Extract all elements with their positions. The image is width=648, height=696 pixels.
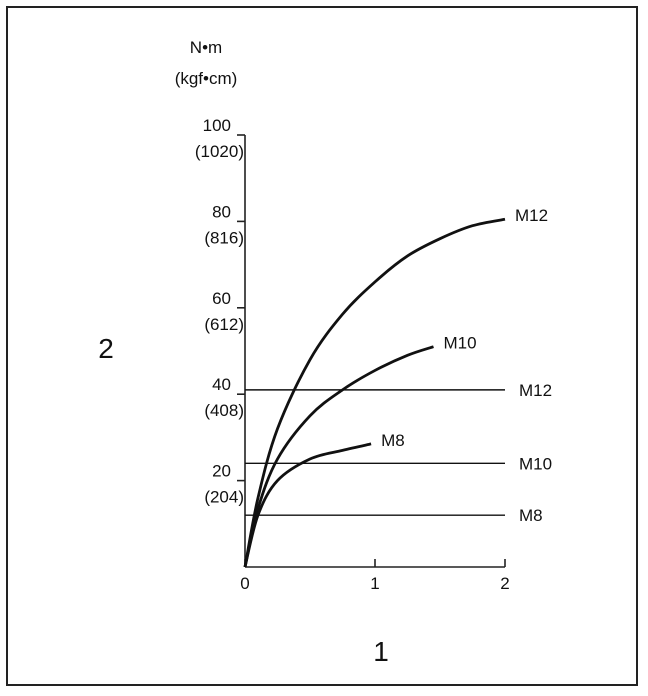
y-tick-label: 100 [203, 116, 231, 135]
x-axis-label: 1 [373, 636, 389, 667]
y-tick-label: 40 [212, 375, 231, 394]
series-label-m12: M12 [515, 206, 548, 225]
y-tick-sublabel: (408) [204, 401, 244, 420]
y-tick-sublabel: (612) [204, 315, 244, 334]
x-tick-label: 0 [240, 574, 249, 593]
series-label-m8: M8 [381, 431, 405, 450]
y-tick-sublabel: (1020) [195, 142, 244, 161]
curve-m10 [243, 345, 434, 568]
x-tick-label: 2 [500, 574, 509, 593]
y-tick-sublabel: (204) [204, 488, 244, 507]
axes [237, 134, 506, 568]
figure-frame: N•m (kgf•cm) 2 1 20 (204) 40 (408) 60 (612) 80… [6, 6, 638, 686]
y-tick-label: 20 [212, 462, 231, 481]
y-tick-sublabel: (816) [204, 228, 244, 247]
series-label-m10: M10 [519, 454, 552, 473]
series-label-m12: M12 [519, 381, 552, 400]
series-layer [243, 217, 506, 568]
curve-m12 [243, 217, 506, 568]
y-axis-label: 2 [98, 333, 114, 364]
series-label-m8: M8 [519, 506, 543, 525]
series-label-m10: M10 [444, 334, 477, 353]
x-tick-label: 1 [370, 574, 379, 593]
y-tick-label: 80 [212, 202, 231, 221]
labels-layer: N•m (kgf•cm) 2 1 20(204)40(408)60(612)80… [98, 38, 552, 667]
y-unit-secondary: (kgf•cm) [175, 69, 238, 88]
y-unit-primary: N•m [190, 38, 222, 57]
chart: N•m (kgf•cm) 2 1 20(204)40(408)60(612)80… [98, 38, 552, 667]
curve-m8 [243, 442, 372, 568]
y-tick-label: 60 [212, 289, 231, 308]
